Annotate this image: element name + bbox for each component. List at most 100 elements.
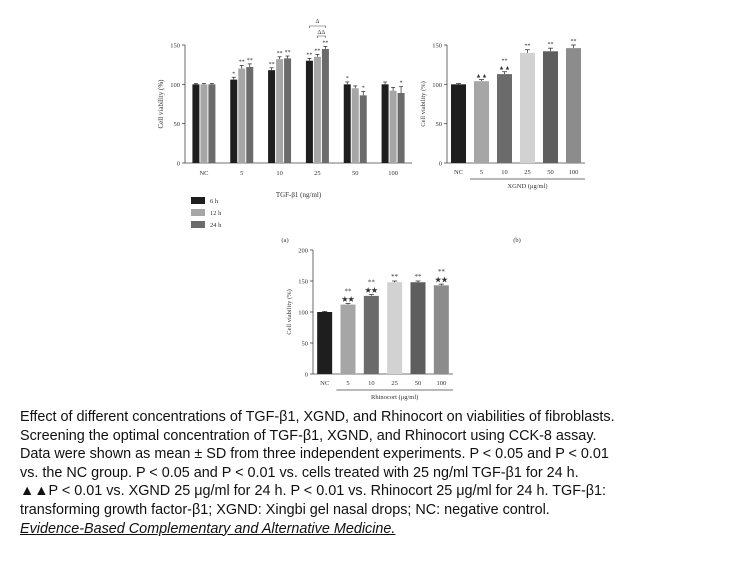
significance-marker: ** [525, 44, 531, 50]
y-tick-label: 0 [439, 161, 442, 168]
bar [543, 51, 558, 163]
bracket-label: ΔΔ [318, 30, 326, 36]
x-tick-label: 25 [524, 169, 531, 176]
y-tick-label: 100 [298, 310, 308, 317]
y-tick-label: 100 [432, 82, 442, 89]
panel-label: (b) [513, 237, 521, 244]
bar-24h [208, 84, 216, 163]
significance-marker: ** [345, 287, 353, 295]
x-tick-label: 100 [388, 170, 398, 177]
y-tick-label: 150 [432, 43, 442, 50]
x-tick-label: 25 [314, 170, 321, 177]
panel-label: (a) [281, 237, 288, 244]
x-tick-label: 25 [391, 380, 398, 387]
legend-label: 12 h [210, 210, 222, 217]
bar-24h [246, 67, 254, 163]
significance-marker: * [362, 85, 365, 91]
bracket-label: Δ [315, 19, 319, 25]
caption-line: Screening the optimal concentration of T… [20, 427, 597, 444]
significance-marker: ** [438, 268, 446, 276]
significance-marker: * [400, 81, 403, 87]
caption-line: Data were shown as mean ± SD from three … [20, 446, 609, 463]
x-tick-label: 100 [569, 169, 579, 176]
bar [317, 312, 333, 374]
bar [451, 84, 466, 163]
bracket-line [309, 25, 326, 28]
y-tick-label: 150 [170, 43, 180, 50]
significance-marker: ▲▲ [476, 74, 488, 80]
bar [410, 282, 426, 374]
bar-24h [321, 48, 329, 163]
y-axis-label: Cell viability (%) [286, 289, 293, 335]
bar-6h [192, 84, 200, 163]
significance-marker: ** [314, 48, 320, 54]
significance-marker: ** [239, 59, 245, 65]
significance-marker: ** [277, 51, 283, 57]
x-tick-label: 5 [480, 169, 483, 176]
bar-12h [351, 88, 359, 163]
significance-marker: ** [548, 42, 554, 48]
x-axis-label: TGF-β1 (ng/ml) [276, 191, 322, 199]
bar-12h [313, 56, 321, 163]
bar [497, 74, 512, 163]
x-tick-label: 10 [368, 380, 375, 387]
bar [340, 304, 356, 374]
legend-swatch [191, 209, 205, 216]
significance-marker: ** [247, 58, 253, 64]
x-tick-label: 10 [501, 169, 508, 176]
bar [520, 52, 535, 163]
significance-marker: ** [285, 50, 291, 56]
y-axis-label: Cell viability (%) [157, 79, 165, 129]
bar [474, 81, 489, 163]
x-tick-label: 10 [276, 170, 283, 177]
legend-swatch [191, 221, 205, 228]
significance-marker: ** [415, 273, 423, 281]
bar-6h [268, 70, 276, 163]
bar-24h [359, 95, 367, 163]
y-tick-label: 150 [298, 279, 308, 286]
caption-line: vs. the NC group. P < 0.05 and P < 0.01 … [20, 464, 579, 481]
x-tick-label: NC [320, 380, 329, 387]
significance-marker: ★★ [435, 276, 448, 284]
significance-marker: * [232, 71, 235, 77]
figure-caption: Effect of different concentrations of TG… [20, 408, 750, 538]
x-tick-label: 50 [415, 380, 422, 387]
x-axis-label: Rhinocort (μg/ml) [371, 394, 418, 401]
legend-swatch [191, 197, 205, 204]
significance-marker: ** [306, 52, 312, 58]
bar-12h [389, 90, 397, 163]
x-tick-label: 100 [436, 380, 446, 387]
significance-marker: ** [368, 279, 376, 287]
x-tick-label: 5 [346, 380, 349, 387]
caption-line: Effect of different concentrations of TG… [20, 409, 615, 425]
y-tick-label: 0 [305, 372, 308, 379]
significance-marker: ** [502, 59, 508, 65]
bar-24h [284, 58, 292, 163]
x-axis-label: XGND (μg/ml) [507, 183, 547, 190]
caption-line: ▲▲P < 0.01 vs. XGND 25 μg/ml for 24 h. P… [20, 483, 607, 500]
x-tick-label: 50 [547, 169, 554, 176]
bar-12h [238, 68, 246, 163]
legend-label: 6 h [210, 198, 219, 205]
y-tick-label: 50 [302, 341, 309, 348]
x-tick-label: 5 [240, 170, 243, 177]
y-axis-label: Cell viability (%) [420, 81, 427, 127]
significance-marker: ▲▲ [499, 66, 511, 72]
x-tick-label: NC [454, 169, 463, 176]
journal-link[interactable]: Evidence-Based Complementary and Alterna… [20, 520, 396, 537]
bracket-line [317, 35, 326, 38]
bar-6h [230, 79, 238, 163]
significance-marker: ** [322, 41, 328, 47]
x-tick-label: 50 [352, 170, 359, 177]
bar-12h [200, 84, 208, 163]
bar-6h [381, 84, 389, 163]
x-tick-label: NC [199, 170, 208, 177]
bar [363, 295, 379, 374]
significance-marker: * [346, 76, 349, 82]
y-tick-label: 0 [177, 161, 180, 168]
y-tick-label: 200 [298, 248, 308, 255]
y-tick-label: 50 [436, 121, 443, 128]
